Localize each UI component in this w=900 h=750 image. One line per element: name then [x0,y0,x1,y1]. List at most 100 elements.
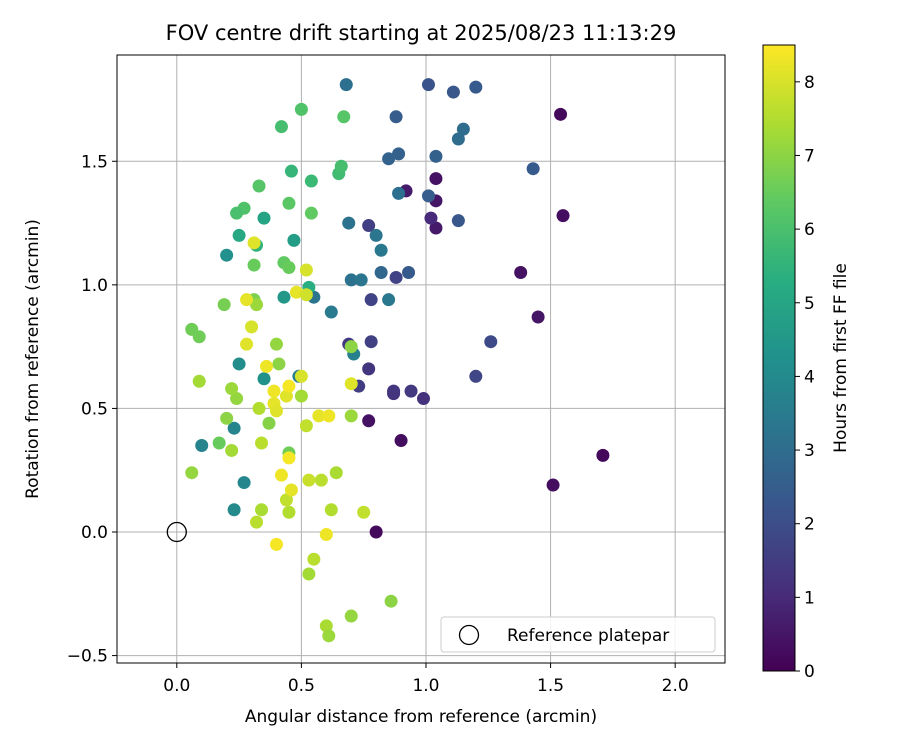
data-point [262,416,276,430]
data-point [227,421,241,435]
y-tick-label: 1.0 [81,276,108,296]
data-point [269,337,283,351]
data-point [446,85,460,99]
data-point [312,409,326,423]
data-point [424,211,438,225]
data-point [225,443,239,457]
data-point [364,335,378,349]
data-point [282,451,296,465]
colorbar-ticks: 0 1 2 3 4 5 6 7 8 [795,73,815,682]
data-point [384,594,398,608]
data-point [279,389,293,403]
data-point [250,515,264,529]
x-tick-label: 1.5 [537,676,564,696]
data-point [451,214,465,228]
data-points [185,78,610,643]
data-point [294,369,308,383]
data-point [402,265,416,279]
data-point [451,132,465,146]
data-point [274,468,288,482]
data-point [247,236,261,250]
x-axis-ticks: 0.0 0.5 1.0 1.5 2.0 [163,663,689,696]
chart-title: FOV centre drift starting at 2025/08/23 … [166,21,677,45]
data-point [382,152,396,166]
data-point [250,298,264,312]
data-point [294,102,308,116]
data-point [299,419,313,433]
data-point [374,265,388,279]
data-point [240,337,254,351]
colorbar-tick-label: 6 [804,220,815,240]
data-point [227,503,241,517]
y-axis-label: Rotation from reference (arcmin) [23,219,43,499]
y-tick-label: 1.5 [81,152,108,172]
colorbar-gradient [762,44,796,672]
data-point [267,384,281,398]
data-point [240,293,254,307]
x-tick-label: 0.5 [288,676,315,696]
data-point [344,273,358,287]
data-point [307,552,321,566]
data-point [255,503,269,517]
data-point [392,186,406,200]
data-point [220,411,234,425]
plot-area [117,55,725,663]
data-point [319,619,333,633]
data-point [324,305,338,319]
data-point [299,263,313,277]
data-point [484,335,498,349]
colorbar-tick-label: 2 [804,515,815,535]
data-point [387,384,401,398]
legend-box [440,616,716,653]
data-point [237,476,251,490]
data-point [364,293,378,307]
data-point [362,219,376,233]
legend-marker-icon [458,624,480,646]
data-point [362,362,376,376]
colorbar-tick-label: 1 [804,588,815,608]
data-point [531,310,545,324]
x-tick-label: 0.0 [163,676,190,696]
data-point [421,189,435,203]
data-point [596,448,610,462]
data-point [294,389,308,403]
data-point [526,162,540,176]
reference-marker-group [166,521,187,543]
data-point [469,80,483,94]
data-point [344,609,358,623]
data-point [429,149,443,163]
colorbar-tick-label: 8 [804,73,815,93]
y-axis-ticks: −0.5 0.0 0.5 1.0 1.5 [67,152,117,667]
data-point [394,434,408,448]
data-point [302,567,316,581]
data-point [469,369,483,383]
data-point [429,221,443,235]
data-point [269,404,283,418]
colorbar: 0 1 2 3 4 5 6 7 8 Hours from first FF file [762,44,851,682]
data-point [232,357,246,371]
data-point [195,439,209,453]
colorbar-tick-label: 4 [804,367,815,387]
y-tick-label: −0.5 [67,647,108,667]
data-point [404,384,418,398]
data-point [429,172,443,186]
data-point [421,78,435,92]
data-point [252,401,266,415]
data-point [279,493,293,507]
data-point [284,483,298,497]
x-tick-label: 2.0 [662,676,689,696]
data-point [257,211,271,225]
data-point [269,537,283,551]
data-point [282,505,296,519]
data-point [230,392,244,406]
grid-lines [117,55,725,663]
data-point [255,436,269,450]
data-point [369,525,383,539]
data-point [456,122,470,136]
data-point [302,473,316,487]
data-point [324,503,338,517]
data-point [322,409,336,423]
data-point [339,78,353,92]
data-point [192,374,206,388]
